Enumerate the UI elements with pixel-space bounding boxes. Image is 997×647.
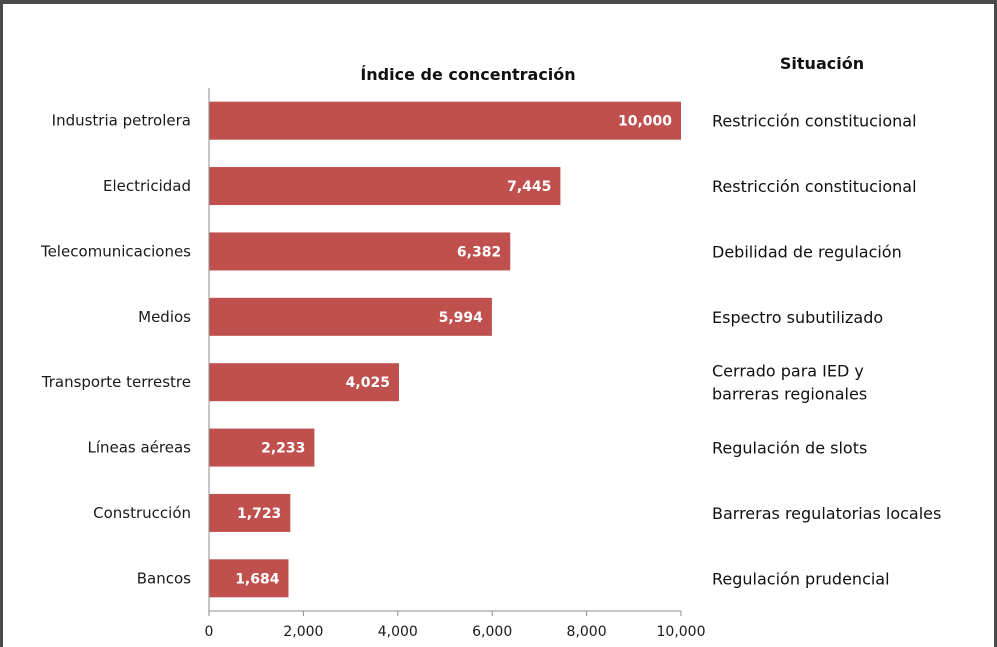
bar-2 <box>209 232 511 271</box>
category-label-3: Medios <box>138 308 191 326</box>
bar-6 <box>209 493 291 532</box>
x-tick-label-3: 6,000 <box>472 624 512 640</box>
value-label-7: 1,684 <box>235 571 280 587</box>
category-label-2: Telecomunicaciones <box>40 242 191 260</box>
value-label-4: 4,025 <box>346 375 390 391</box>
situation-label-2: Debilidad de regulación <box>712 242 902 261</box>
value-label-1: 7,445 <box>507 179 551 195</box>
category-label-1: Electricidad <box>103 177 191 195</box>
situation-label-4-0: Cerrado para IED y <box>712 362 864 381</box>
situation-header: Situación <box>780 54 864 73</box>
value-label-5: 2,233 <box>261 441 305 457</box>
situation-label-6: Barreras regulatorias locales <box>712 504 941 523</box>
bar-4 <box>209 363 399 402</box>
category-label-6: Construcción <box>93 504 191 522</box>
situation-label-7: Regulación prudencial <box>712 569 890 588</box>
category-label-0: Industria petrolera <box>52 112 191 130</box>
category-label-5: Líneas aéreas <box>87 439 191 457</box>
x-tick-label-4: 8,000 <box>567 624 607 640</box>
x-axis: 0 2,000 4,000 6,000 8,000 10,000 <box>205 88 706 640</box>
value-label-3: 5,994 <box>439 310 484 326</box>
bar-5 <box>209 428 315 467</box>
situation-label-1: Restricción constitucional <box>712 177 917 196</box>
bar-3 <box>209 297 492 336</box>
x-tick-label-0: 0 <box>205 624 214 640</box>
value-label-6: 1,723 <box>237 506 281 522</box>
bars-group: 10,000 Industria petrolera Restricción con… <box>40 101 941 598</box>
situation-label-4-1: barreras regionales <box>712 385 867 404</box>
x-tick-label-1: 2,000 <box>283 624 323 640</box>
bar-7 <box>209 559 289 598</box>
bar-1 <box>209 167 561 206</box>
x-tick-label-2: 4,000 <box>378 624 418 640</box>
value-label-2: 6,382 <box>457 244 501 260</box>
x-tick-label-5: 10,000 <box>657 624 706 640</box>
situation-label-3: Espectro subutilizado <box>712 308 883 327</box>
bar-0 <box>209 101 681 140</box>
chart-title: Índice de concentración <box>360 65 575 84</box>
situation-label-0: Restricción constitucional <box>712 112 917 131</box>
value-label-0: 10,000 <box>618 114 672 130</box>
category-label-4: Transporte terrestre <box>41 373 191 391</box>
category-label-7: Bancos <box>137 569 191 587</box>
situation-label-5: Regulación de slots <box>712 439 867 458</box>
